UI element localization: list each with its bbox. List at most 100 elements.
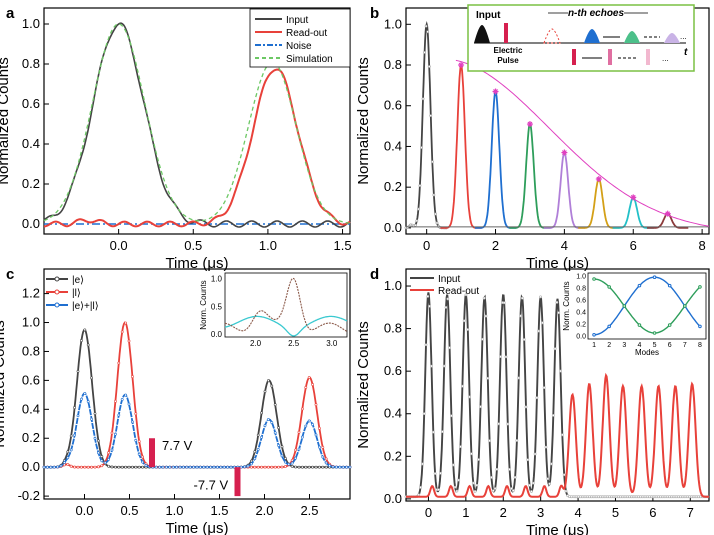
inset-marker [637, 283, 642, 288]
series-marker [134, 439, 138, 442]
inset-x-tick-label: 1 [592, 342, 596, 349]
series-marker [304, 385, 308, 389]
input-marker [513, 475, 517, 479]
series-marker [222, 465, 226, 469]
inset-pulse-label: Electric [494, 46, 523, 55]
series-marker [307, 465, 311, 469]
series-marker [144, 464, 148, 467]
series-marker [202, 465, 206, 469]
inset-echo-pulse [664, 33, 680, 43]
input-marker [419, 486, 422, 489]
series-marker [56, 465, 60, 469]
series-marker [164, 465, 168, 469]
series-marker [134, 412, 138, 416]
y-tick-label: 1.0 [384, 278, 402, 293]
input-marker [450, 414, 453, 418]
inset-input-label: Input [476, 10, 501, 21]
input-marker [442, 364, 446, 368]
input-marker [424, 343, 428, 347]
series-marker [348, 465, 352, 469]
inset-echo-pulse [624, 31, 640, 43]
y-tick-label: 0.2 [384, 179, 402, 194]
legend-label: |e⟩+|l⟩ [72, 301, 99, 312]
input-marker [457, 478, 461, 482]
series-marker [311, 465, 315, 469]
input-marker [548, 482, 552, 486]
input-marker [495, 467, 499, 471]
series-marker [127, 339, 131, 343]
series-marker [90, 417, 94, 421]
input-marker [415, 219, 419, 223]
input-marker [422, 412, 426, 416]
input-marker [459, 445, 462, 449]
series-marker [83, 328, 87, 332]
input-marker [562, 473, 566, 477]
series-marker [188, 465, 192, 469]
input-marker [544, 445, 548, 449]
series-marker [76, 465, 80, 469]
input-marker [520, 296, 524, 300]
series-marker [341, 465, 345, 469]
input-marker [429, 114, 433, 117]
inset-series-line [224, 277, 348, 332]
series-marker [324, 465, 328, 469]
inset-marker [592, 277, 596, 281]
input-marker [479, 405, 482, 409]
y-tick-label: 0.2 [22, 176, 40, 191]
input-marker [453, 485, 457, 489]
series-marker [80, 339, 83, 342]
echo-series-line [543, 151, 585, 229]
series-marker [178, 465, 182, 469]
x-tick-label: 6 [649, 505, 656, 520]
series-marker [63, 463, 66, 467]
series-marker [120, 330, 124, 334]
inset-marker [607, 285, 611, 289]
series-marker [137, 452, 141, 456]
input-marker [551, 413, 555, 417]
series-marker [83, 392, 87, 395]
inset-marker [698, 285, 702, 289]
input-marker [433, 472, 437, 475]
series-marker [249, 465, 253, 469]
series-marker [283, 460, 287, 464]
input-marker [462, 319, 466, 323]
y-tick-label: 1.2 [22, 286, 40, 301]
input-marker [519, 314, 522, 318]
input-marker [522, 338, 526, 341]
inset-y-tick-label: 0.2 [576, 322, 586, 329]
inset-input-pulse [474, 25, 490, 43]
series-marker [209, 465, 213, 469]
input-marker [448, 346, 452, 350]
y-axis-label: Normalized Counts [355, 321, 372, 449]
inset-x-tick-label: 8 [698, 342, 702, 349]
series-marker [198, 465, 202, 469]
y-tick-label: 0.4 [22, 401, 40, 416]
input-marker [430, 160, 434, 164]
y-tick-label: 0.0 [22, 459, 40, 474]
x-tick-label: 0.5 [184, 238, 202, 253]
y-tick-label: 0.4 [384, 406, 402, 421]
series-marker [338, 465, 342, 469]
input-marker [471, 481, 475, 485]
input-marker [526, 458, 530, 462]
inset-marker [652, 275, 657, 280]
input-marker [413, 223, 417, 227]
series-marker [110, 448, 114, 452]
legend-label: Read-out [286, 28, 327, 39]
y-tick-label: 0.6 [384, 363, 402, 378]
series-marker [277, 426, 281, 430]
y-axis-label: Normalized Counts [0, 57, 12, 185]
series-marker [294, 465, 298, 469]
input-marker [564, 489, 568, 493]
fit-marker [630, 194, 637, 201]
series-marker [127, 402, 131, 406]
series-marker [256, 465, 260, 469]
input-marker [524, 405, 528, 409]
input-marker [486, 376, 490, 380]
y-tick-label: 0.4 [384, 138, 402, 153]
inset-marker [622, 304, 627, 308]
series-marker [294, 456, 298, 460]
inset-x-axis-label: Modes [635, 348, 659, 357]
series-marker [117, 413, 121, 417]
series-marker [158, 465, 162, 469]
